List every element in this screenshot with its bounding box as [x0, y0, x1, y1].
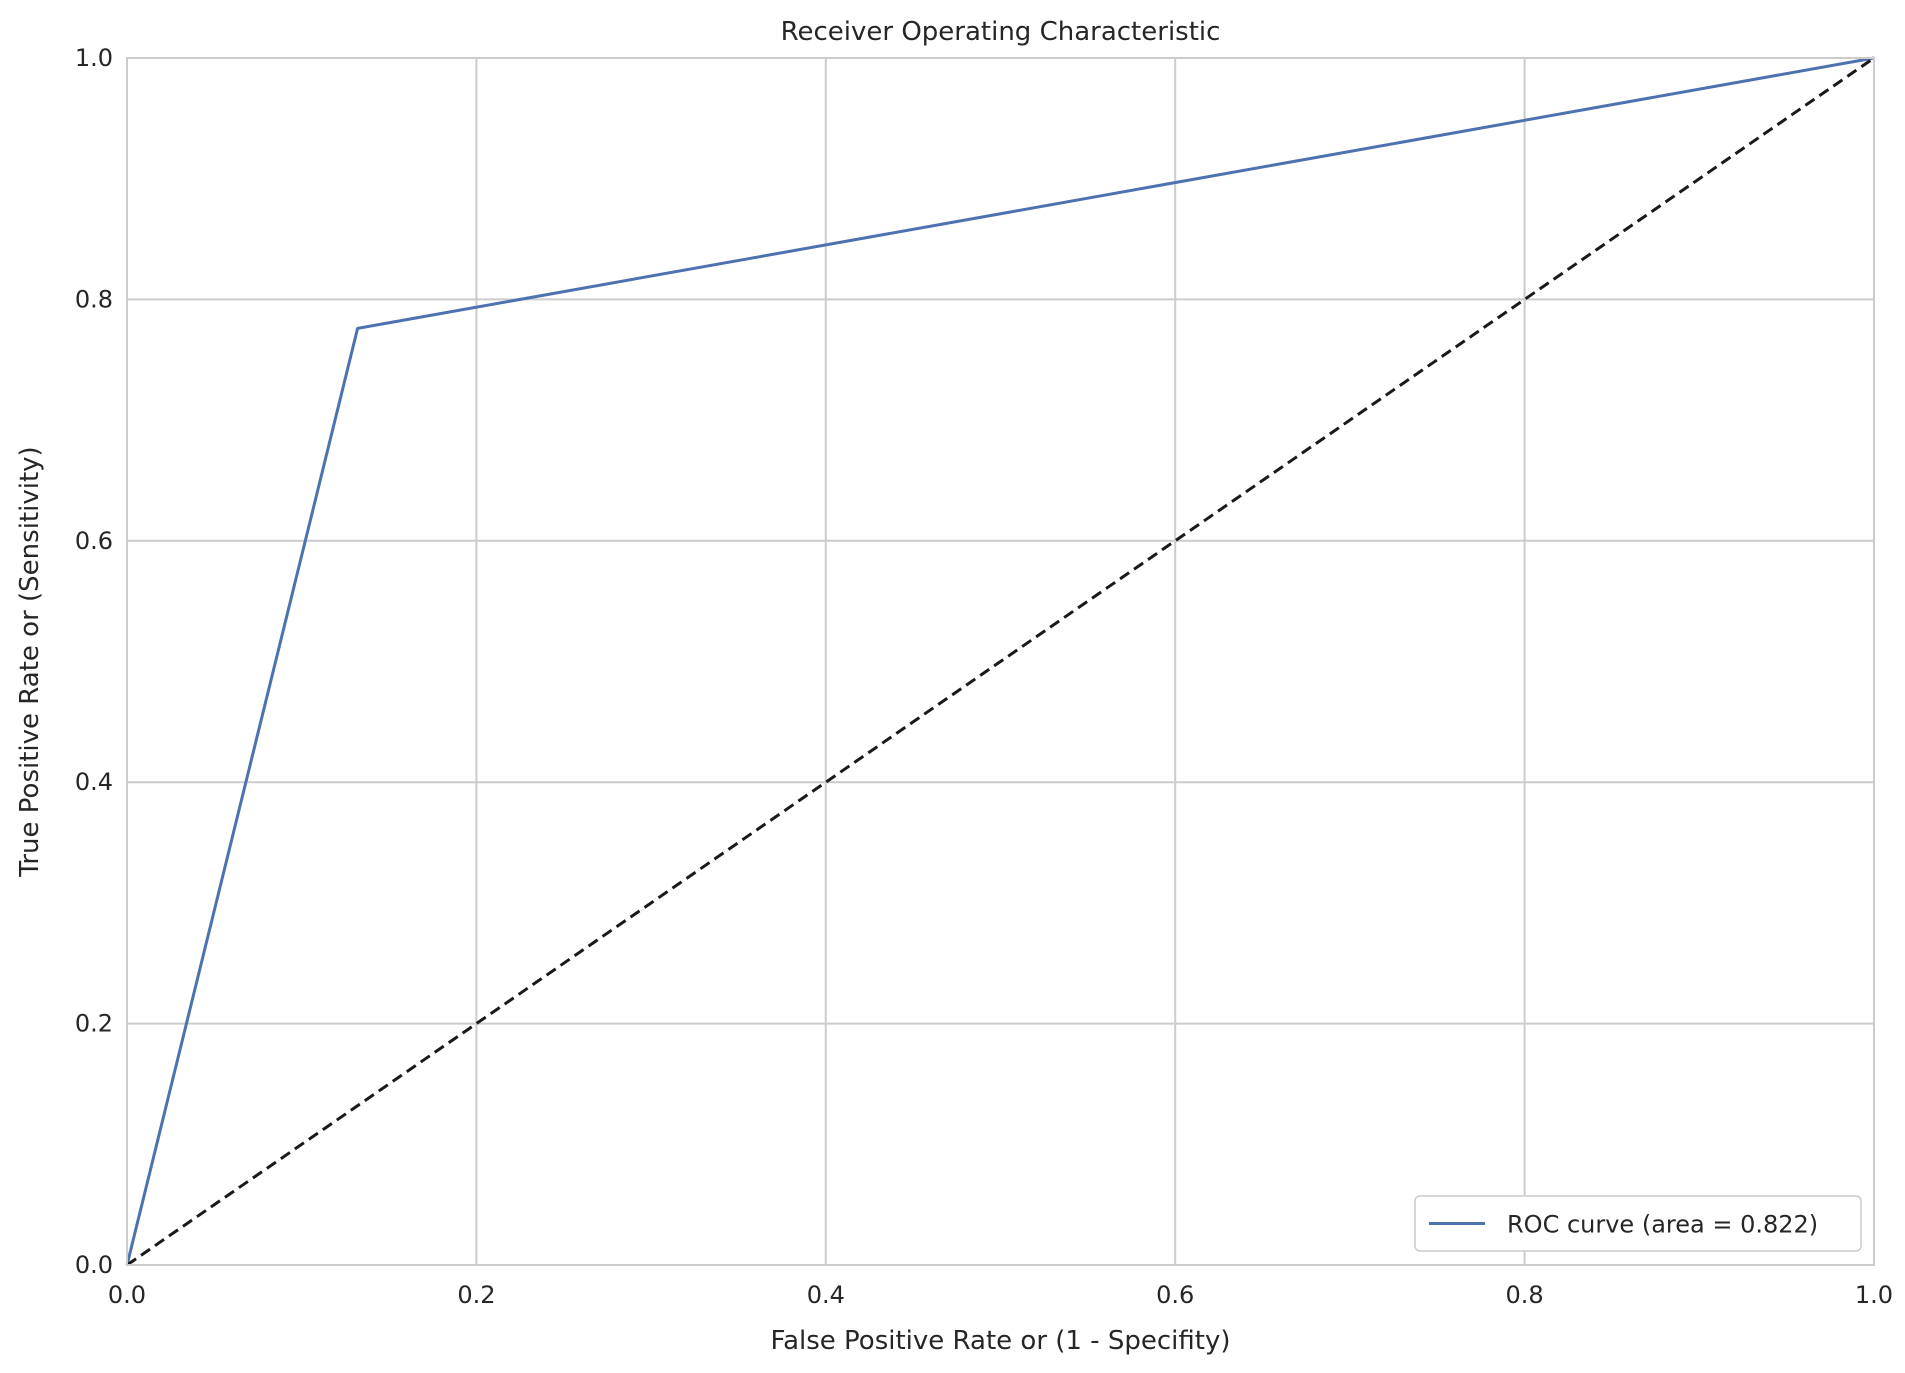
y-tick-label-5: 1.0 [75, 44, 113, 72]
x-tick-label-0: 0.0 [108, 1281, 146, 1309]
y-tick-label-1: 0.2 [75, 1010, 113, 1038]
legend-box [1414, 1195, 1862, 1252]
x-tick-label-4: 0.8 [1506, 1281, 1544, 1309]
x-tick-label-1: 0.2 [457, 1281, 495, 1309]
y-tick-label-4: 0.8 [75, 285, 113, 313]
x-tick-label-2: 0.4 [807, 1281, 845, 1309]
x-tick-label-3: 0.6 [1156, 1281, 1194, 1309]
series-lines [125, 56, 1875, 1267]
y-axis-label: True Positive Rate or (Sensitivity) [15, 446, 45, 877]
legend: ROC curve (area = 0.822) [1414, 1195, 1862, 1252]
tick-labels: 0.0 0.2 0.4 0.6 0.8 1.0 0.0 0.2 0.4 0.6 0.8 1.0 [75, 44, 1893, 1309]
y-tick-label-2: 0.4 [75, 768, 113, 796]
y-tick-label-0: 0.0 [75, 1251, 113, 1279]
x-tick-label-5: 1.0 [1855, 1281, 1893, 1309]
plot-frame [126, 57, 1875, 1266]
roc-curve-line [125, 56, 1875, 1266]
y-tick-label-3: 0.6 [75, 527, 113, 555]
chart-title: Receiver Operating Characteristic [781, 17, 1221, 47]
diagonal-reference-line [126, 56, 1875, 1267]
x-axis-label: False Positive Rate or (1 - Specifity) [771, 1326, 1231, 1356]
legend-label-roc: ROC curve (area = 0.822) [1507, 1211, 1818, 1239]
